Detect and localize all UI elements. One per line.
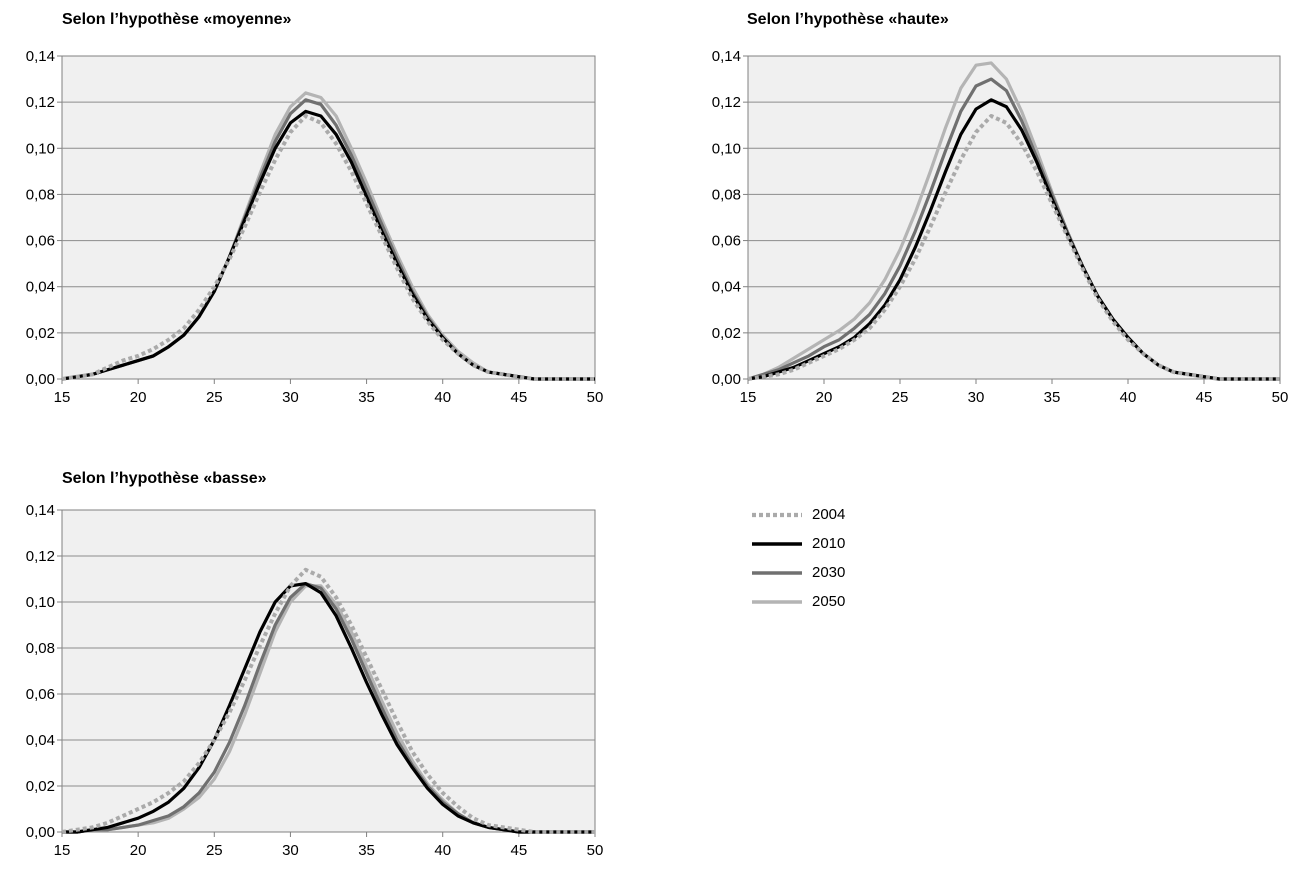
legend-swatch-2030 [752, 570, 802, 575]
legend-label: 2010 [812, 535, 846, 552]
x-tick-label: 30 [282, 842, 299, 859]
x-tick-label: 25 [892, 389, 909, 406]
x-tick-label: 45 [1196, 389, 1213, 406]
y-tick-label: 0,06 [26, 233, 55, 250]
y-tick-label: 0,02 [26, 325, 55, 342]
y-tick-label: 0,06 [26, 686, 55, 703]
y-tick-label: 0,02 [26, 778, 55, 795]
y-tick-label: 0,12 [26, 548, 55, 565]
plot-area [61, 509, 596, 833]
chart-panel-basse: Selon l’hypothèse «basse» 0,00 0,02 0,04 0,… [0, 460, 650, 871]
y-tick-label: 0,08 [712, 186, 741, 203]
legend-item-2010: 2010 [752, 529, 845, 558]
x-tick-label: 50 [1272, 389, 1289, 406]
x-tick-label: 50 [587, 842, 604, 859]
chart-title: Selon l’hypothèse «moyenne» [62, 11, 292, 28]
x-tick-label: 35 [358, 842, 375, 859]
x-tick-label: 15 [54, 842, 71, 859]
chart-legend: 2004 2010 2030 2050 [752, 500, 845, 616]
line-chart-moyenne: 0,00 0,02 0,04 0,06 0,08 0,10 0,12 0,14 15 20 25 30… [26, 48, 604, 406]
y-tick-label: 0,00 [712, 371, 741, 388]
x-tick-label: 20 [816, 389, 833, 406]
y-tick-label: 0,12 [26, 94, 55, 111]
series-line-2010 [62, 581, 595, 834]
y-tick-label: 0,04 [712, 279, 741, 296]
legend-swatch-2050 [752, 599, 802, 604]
x-tick-label: 45 [511, 842, 528, 859]
y-tick-label: 0,10 [712, 140, 741, 157]
legend-item-2050: 2050 [752, 587, 845, 616]
x-tick-label: 45 [511, 389, 528, 406]
x-tick-label: 30 [968, 389, 985, 406]
y-tick-label: 0,14 [712, 48, 741, 65]
chart-panel-haute: Selon l’hypothèse «haute» 0,00 0,02 0,04 0,… [685, 0, 1300, 430]
series-line-2010 [747, 98, 1280, 381]
y-tick-label: 0,08 [26, 186, 55, 203]
y-tick-label: 0,00 [26, 824, 55, 841]
x-tick-label: 50 [587, 389, 604, 406]
legend-swatch-2004 [752, 512, 802, 517]
y-tick-label: 0,06 [712, 233, 741, 250]
x-tick-label: 40 [434, 842, 451, 859]
y-tick-label: 0,14 [26, 502, 55, 519]
x-tick-label: 15 [54, 389, 71, 406]
x-tick-label: 35 [1044, 389, 1061, 406]
chart-title: Selon l’hypothèse «haute» [747, 11, 949, 28]
legend-item-2030: 2030 [752, 558, 845, 587]
legend-label: 2050 [812, 593, 846, 610]
legend-label: 2004 [812, 506, 846, 523]
plot-area [747, 55, 1281, 380]
x-tick-label: 20 [130, 389, 147, 406]
line-chart-basse: 0,00 0,02 0,04 0,06 0,08 0,10 0,12 0,14 15 20 25 30… [26, 502, 604, 859]
y-tick-label: 0,12 [712, 94, 741, 111]
line-chart-haute: 0,00 0,02 0,04 0,06 0,08 0,10 0,12 0,14 15 20 25 30… [712, 48, 1289, 406]
y-tick-label: 0,14 [26, 48, 55, 65]
chart-panel-moyenne: Selon l’hypothèse «moyenne» 0,00 0,02 0,04… [0, 0, 650, 430]
y-tick-label: 0,08 [26, 640, 55, 657]
x-tick-label: 30 [282, 389, 299, 406]
legend-swatch-2010 [752, 541, 802, 546]
plot-area [61, 55, 596, 380]
x-tick-label: 35 [358, 389, 375, 406]
series-line-2004 [61, 113, 595, 381]
x-tick-label: 40 [434, 389, 451, 406]
y-tick-label: 0,04 [26, 279, 55, 296]
x-tick-label: 15 [740, 389, 757, 406]
x-tick-label: 20 [130, 842, 147, 859]
legend-label: 2030 [812, 564, 846, 581]
y-tick-label: 0,02 [712, 325, 741, 342]
y-tick-label: 0,10 [26, 594, 55, 611]
series-line-2004 [61, 567, 595, 834]
chart-title: Selon l’hypothèse «basse» [62, 470, 267, 487]
series-line-2004 [747, 113, 1280, 381]
series-line-2010 [61, 109, 595, 381]
x-tick-label: 40 [1120, 389, 1137, 406]
y-tick-label: 0,00 [26, 371, 55, 388]
x-tick-label: 25 [206, 842, 223, 859]
y-tick-label: 0,04 [26, 732, 55, 749]
x-tick-label: 25 [206, 389, 223, 406]
legend-item-2004: 2004 [752, 500, 845, 529]
y-tick-label: 0,10 [26, 140, 55, 157]
